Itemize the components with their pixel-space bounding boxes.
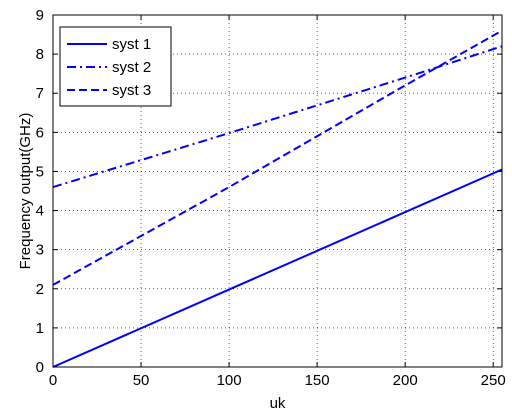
series-layer <box>52 29 503 368</box>
series-line-3 <box>52 29 503 286</box>
series-line-1 <box>52 168 503 368</box>
x-axis-title: uk <box>270 395 286 412</box>
y-tick-label: 6 <box>36 124 44 141</box>
x-tick-label: 200 <box>393 372 418 389</box>
y-tick-label: 9 <box>36 7 44 24</box>
tick-layer: 0 50 100 150 200 250 0 1 2 3 4 5 6 7 8 9 <box>36 7 506 389</box>
series-line-2 <box>52 45 503 189</box>
legend-box <box>59 26 172 107</box>
plot-frame <box>52 14 503 368</box>
legend-label-syst-1: syst 1 <box>112 36 151 53</box>
x-tick-label: 150 <box>305 372 330 389</box>
y-tick-label: 3 <box>36 242 44 259</box>
y-axis-title: Frequency output(GHz) <box>17 113 34 270</box>
x-tick-label: 100 <box>217 372 242 389</box>
y-tick-label: 7 <box>36 85 44 102</box>
legend-label-syst-3: syst 3 <box>112 82 151 99</box>
legend: syst 1 syst 2 syst 3 <box>59 26 172 107</box>
y-tick-label: 5 <box>36 163 44 180</box>
y-tick-label: 0 <box>36 359 44 376</box>
x-tick-label: 0 <box>49 372 57 389</box>
y-tick-label: 4 <box>36 203 44 220</box>
y-tick-label: 1 <box>36 320 44 337</box>
x-tick-label: 50 <box>133 372 150 389</box>
grid-layer <box>53 15 502 367</box>
x-tick-label: 250 <box>481 372 506 389</box>
y-tick-label: 2 <box>36 281 44 298</box>
legend-label-syst-2: syst 2 <box>112 59 151 76</box>
y-tick-label: 8 <box>36 46 44 63</box>
